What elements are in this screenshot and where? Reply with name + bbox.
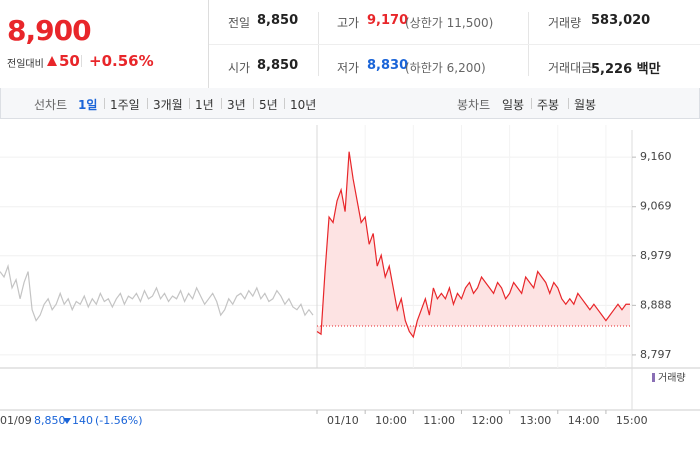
- divider: [209, 44, 700, 45]
- tab-divider: [189, 98, 190, 109]
- summary-label: 거래량: [548, 16, 582, 30]
- tab[interactable]: 1주일: [110, 98, 140, 112]
- change: 50: [59, 52, 80, 70]
- tab-bar: 선차트 1일 1주일 3개월 1년 3년 5년 10년 봉차트 일봉 주봉 월봉: [0, 88, 700, 119]
- tab-divider: [531, 98, 532, 109]
- x-tick-label: 15:00: [616, 414, 648, 427]
- tab[interactable]: 일봉: [502, 98, 525, 112]
- summary-label: 거래대금: [548, 61, 593, 75]
- divider: [208, 0, 209, 88]
- summary-label: 저가: [337, 61, 360, 75]
- tab[interactable]: 3개월: [153, 98, 183, 112]
- tab[interactable]: 5년: [259, 98, 278, 112]
- tab[interactable]: 월봉: [574, 98, 597, 112]
- change-label: 전일대비: [7, 59, 44, 70]
- tab-divider: [147, 98, 148, 109]
- x-tick-label: 12:00: [471, 414, 503, 427]
- tab[interactable]: 1일: [78, 98, 98, 112]
- summary-label: 전일: [228, 16, 251, 30]
- prev-change: 140: [72, 414, 93, 427]
- x-tick-label: 01/10: [327, 414, 359, 427]
- x-tick-label: 01/09: [0, 414, 32, 427]
- line: [0, 263, 314, 322]
- summary-value: 8,830: [367, 58, 409, 73]
- change-pct: +0.56%: [89, 52, 154, 70]
- down-arrow: [63, 418, 71, 424]
- tab-divider: [104, 98, 105, 109]
- area: [317, 151, 630, 337]
- tab-group-label: 봉차트: [457, 98, 491, 112]
- volume-legend: 거래량: [658, 372, 686, 384]
- tab-divider: [253, 98, 254, 109]
- summary-value: 583,020: [591, 13, 651, 28]
- summary-note: (하한가 6,200): [405, 61, 486, 75]
- up-arrow: [47, 56, 57, 66]
- tab[interactable]: 3년: [227, 98, 246, 112]
- y-tick-label: 8,888: [640, 298, 672, 311]
- tab-divider: [284, 98, 285, 109]
- header: 8,900 전일대비 50 +0.56% 전일 8,850 고가 9,170 (상한가 …: [0, 0, 700, 89]
- volume-legend-swatch: [652, 373, 655, 382]
- price: 8,900: [7, 14, 92, 47]
- x-tick-label: 11:00: [423, 414, 455, 427]
- x-tick-label: 10:00: [375, 414, 407, 427]
- prev-change-pct: (-1.56%): [95, 414, 143, 427]
- summary-note: (상한가 11,500): [405, 16, 494, 30]
- tab-group-label: 선차트: [34, 98, 68, 112]
- summary-value: 8,850: [257, 58, 299, 73]
- summary-label: 고가: [337, 16, 360, 30]
- summary-value: 8,850: [257, 13, 299, 28]
- y-tick-label: 9,160: [640, 150, 672, 163]
- x-tick-label: 13:00: [520, 414, 552, 427]
- summary-label: 시가: [228, 61, 251, 75]
- x-tick-label: 14:00: [568, 414, 600, 427]
- y-tick-label: 9,069: [640, 200, 672, 213]
- tab[interactable]: 주봉: [537, 98, 560, 112]
- tab-divider: [568, 98, 569, 109]
- summary-value: 9,170: [367, 13, 409, 28]
- y-tick-label: 8,979: [640, 249, 672, 262]
- divider: [81, 55, 82, 67]
- prev-close: 8,850: [34, 414, 66, 427]
- tab[interactable]: 10년: [290, 98, 317, 112]
- tab[interactable]: 1년: [195, 98, 214, 112]
- summary-value: 5,226 백만: [591, 62, 661, 77]
- tab-divider: [221, 98, 222, 109]
- y-tick-label: 8,797: [640, 348, 672, 361]
- line: [316, 151, 630, 339]
